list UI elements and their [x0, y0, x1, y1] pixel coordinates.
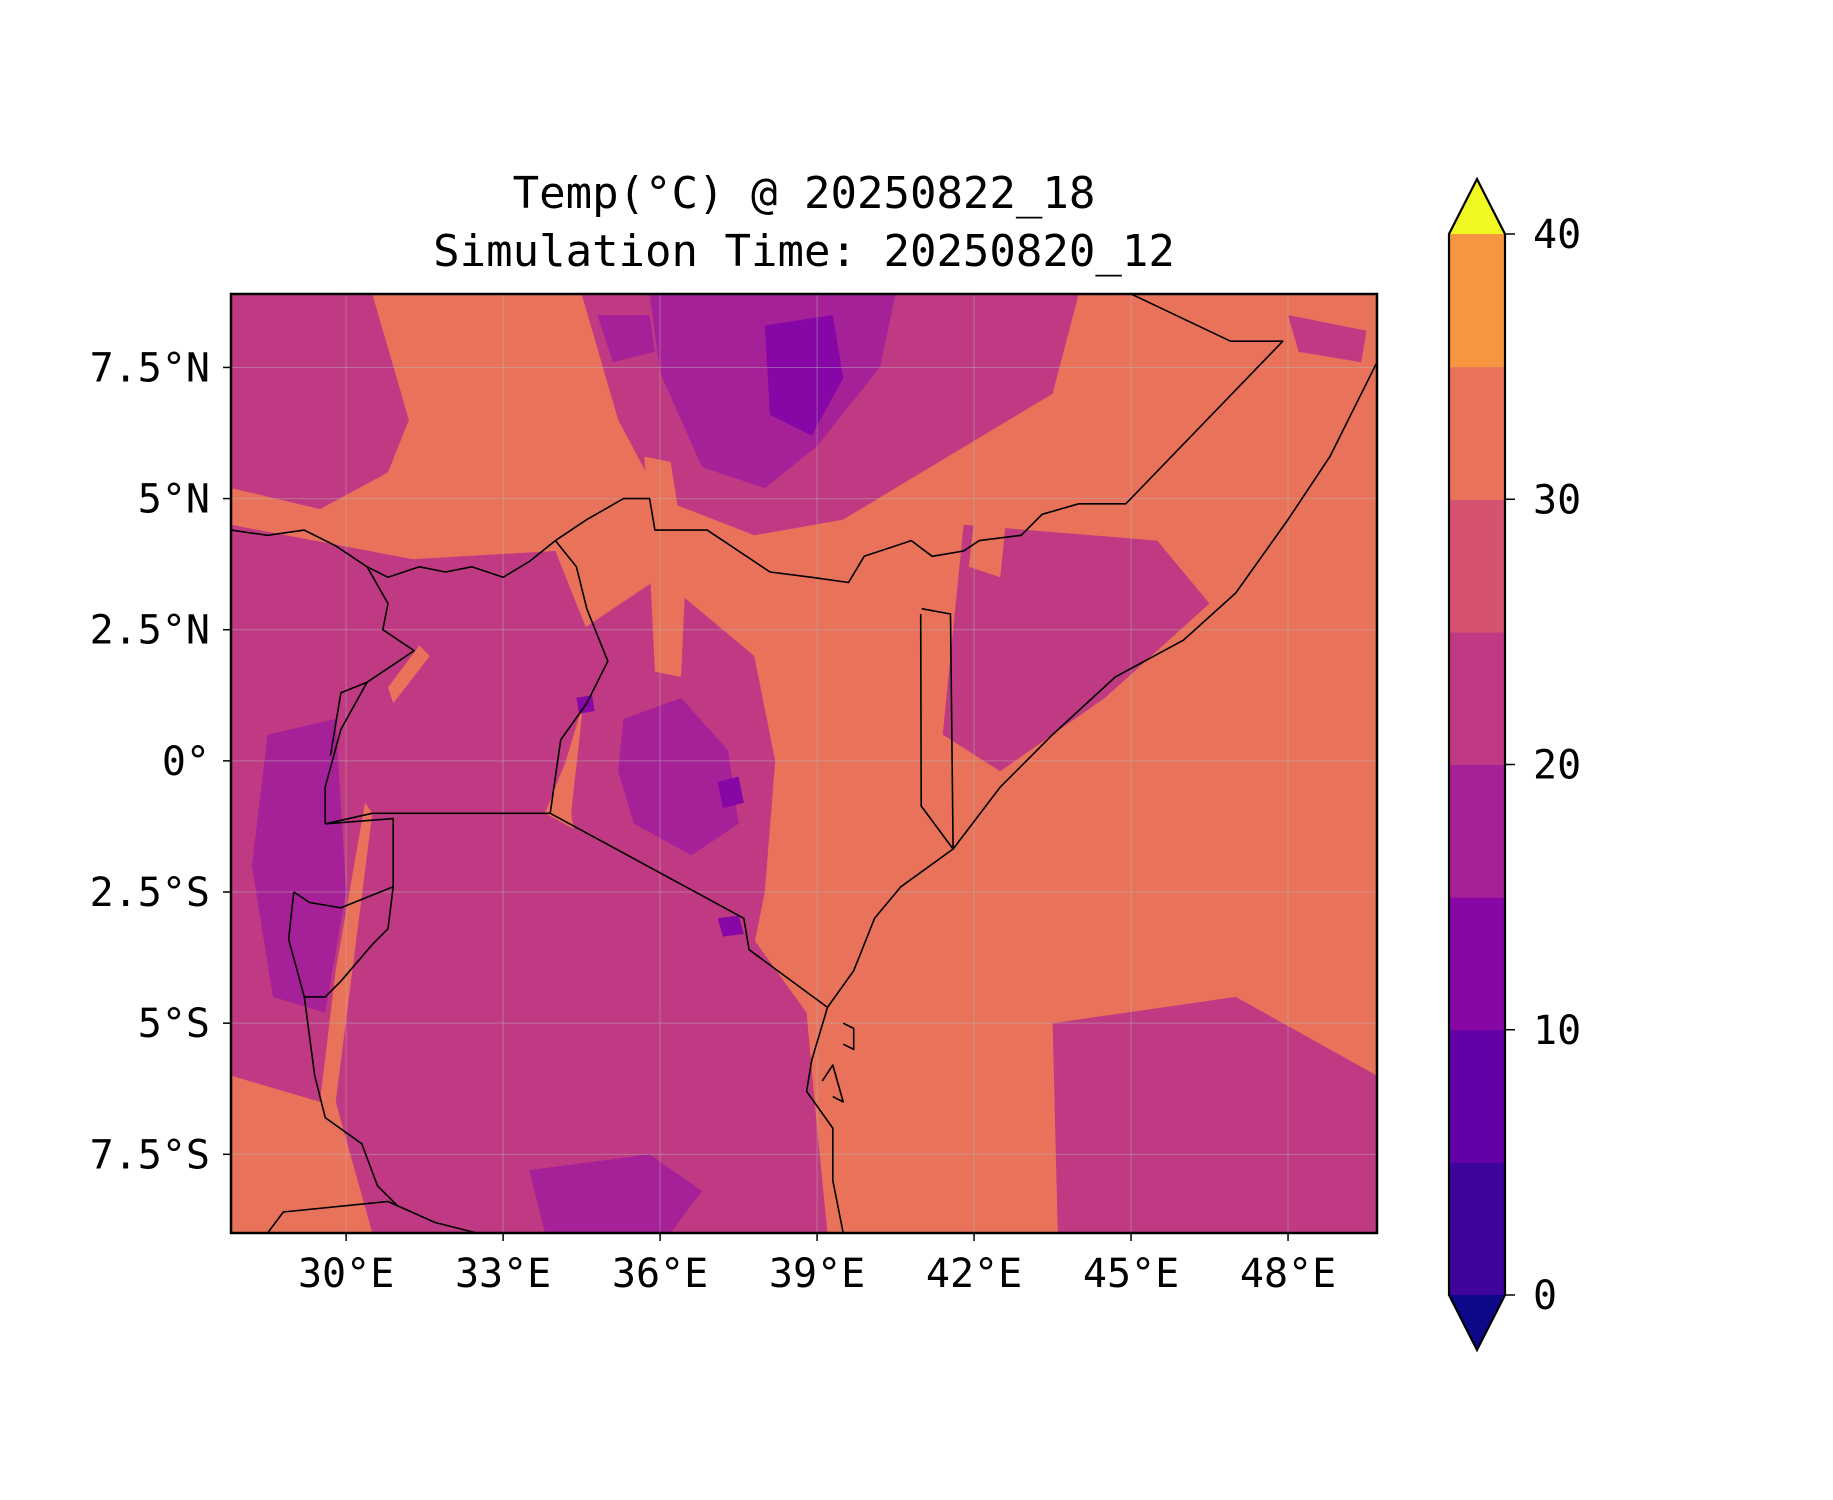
lon-tick-label: 36°E [612, 1251, 708, 1297]
temperature-region-mt-kenya [717, 776, 744, 809]
border-line [293, 817, 395, 909]
temperature-region-ogaden-hot [968, 519, 1006, 578]
colorbar-segment [1449, 897, 1505, 1031]
temperature-region-ethiopia-peak [764, 315, 844, 436]
country-borders [231, 294, 1284, 1233]
temperature-region-somalia-north [1288, 315, 1367, 363]
temperature-region-albertine-rift [251, 718, 347, 1013]
lat-tick-label: 7.5°S [90, 1132, 210, 1178]
lat-tick-label: 5°S [138, 1001, 210, 1047]
border-line [325, 812, 828, 1009]
coastline [805, 341, 1377, 1233]
border-line [549, 540, 609, 814]
lon-tick-label: 33°E [455, 1251, 551, 1297]
border-line [324, 566, 416, 824]
map-title-line2: Simulation Time: 20250820_12 [433, 226, 1175, 277]
temperature-region-west-highlands [231, 294, 409, 510]
colorbar-tick-label: 40 [1533, 212, 1581, 258]
temperature-region-ethiopia-west-cool [597, 315, 655, 363]
temperature-region-southern-highlands [529, 1154, 702, 1233]
gridlines [231, 294, 1377, 1233]
colorbar-extend-min [1449, 1295, 1505, 1350]
colorbar-tick-label: 0 [1533, 1273, 1557, 1319]
lon-tick-label: 42°E [926, 1251, 1022, 1297]
border-line [329, 681, 368, 756]
map-area [229, 292, 1379, 1235]
map-frame [229, 292, 1379, 1235]
border-line [287, 891, 306, 998]
lon-tick-label: 45°E [1083, 1251, 1179, 1297]
colorbar-tick-label: 20 [1533, 743, 1581, 789]
border-line [266, 1200, 478, 1233]
temperature-region-lake-albert-hot [388, 645, 430, 704]
temperature-region-turkana-hot [644, 456, 687, 677]
colorbar-segment [1449, 234, 1505, 368]
colorbar-segment [1449, 1029, 1505, 1163]
border-line [231, 294, 1284, 584]
border-line [303, 996, 400, 1208]
colorbar-segment [1449, 764, 1505, 898]
map-title-line1: Temp(°C) @ 20250822_18 [513, 168, 1096, 219]
border-line [921, 607, 954, 850]
lat-tick-label: 2.5°S [90, 870, 210, 916]
temperature-region-kilimanjaro [717, 915, 744, 937]
coastline-segment [805, 1007, 844, 1233]
temperature-region-ocean-south [1052, 996, 1377, 1233]
coastline-segment [821, 1064, 845, 1103]
lat-tick-label: 7.5°N [90, 345, 210, 391]
latitude-ticks: 7.5°N 5°N 2.5°N 0° 2.5°S 5°S 7.5°S [90, 345, 231, 1178]
lon-tick-label: 30°E [298, 1251, 394, 1297]
lat-tick-label: 0° [162, 739, 210, 785]
border-line [304, 886, 394, 998]
colorbar-segment [1449, 366, 1505, 500]
border-line [919, 613, 954, 850]
coastline-segment [842, 1022, 855, 1051]
colorbar-tick-label: 10 [1533, 1008, 1581, 1054]
temperature-region-ogaden-hot-2 [1089, 446, 1132, 494]
colorbar-segment [1449, 499, 1505, 633]
colorbar-extend-max [1449, 179, 1505, 234]
lon-tick-label: 48°E [1240, 1251, 1336, 1297]
temperature-region-kenya-cool [618, 697, 739, 856]
coastline-segment [826, 341, 1377, 1008]
temperature-fields [231, 294, 1377, 1233]
temperature-region-uganda [320, 551, 598, 814]
colorbar-tick-label: 30 [1533, 477, 1581, 523]
lat-tick-label: 2.5°N [90, 608, 210, 654]
colorbar-segment [1449, 1162, 1505, 1296]
lon-tick-label: 39°E [769, 1251, 865, 1297]
colorbar-segment [1449, 631, 1505, 766]
temperature-region-somali-interior [942, 524, 1210, 772]
colorbar: 0 10 20 30 40 [1447, 176, 1581, 1353]
lat-tick-label: 5°N [138, 477, 210, 523]
longitude-ticks: 30°E 33°E 36°E 39°E 42°E 45°E 48°E [298, 1233, 1336, 1297]
